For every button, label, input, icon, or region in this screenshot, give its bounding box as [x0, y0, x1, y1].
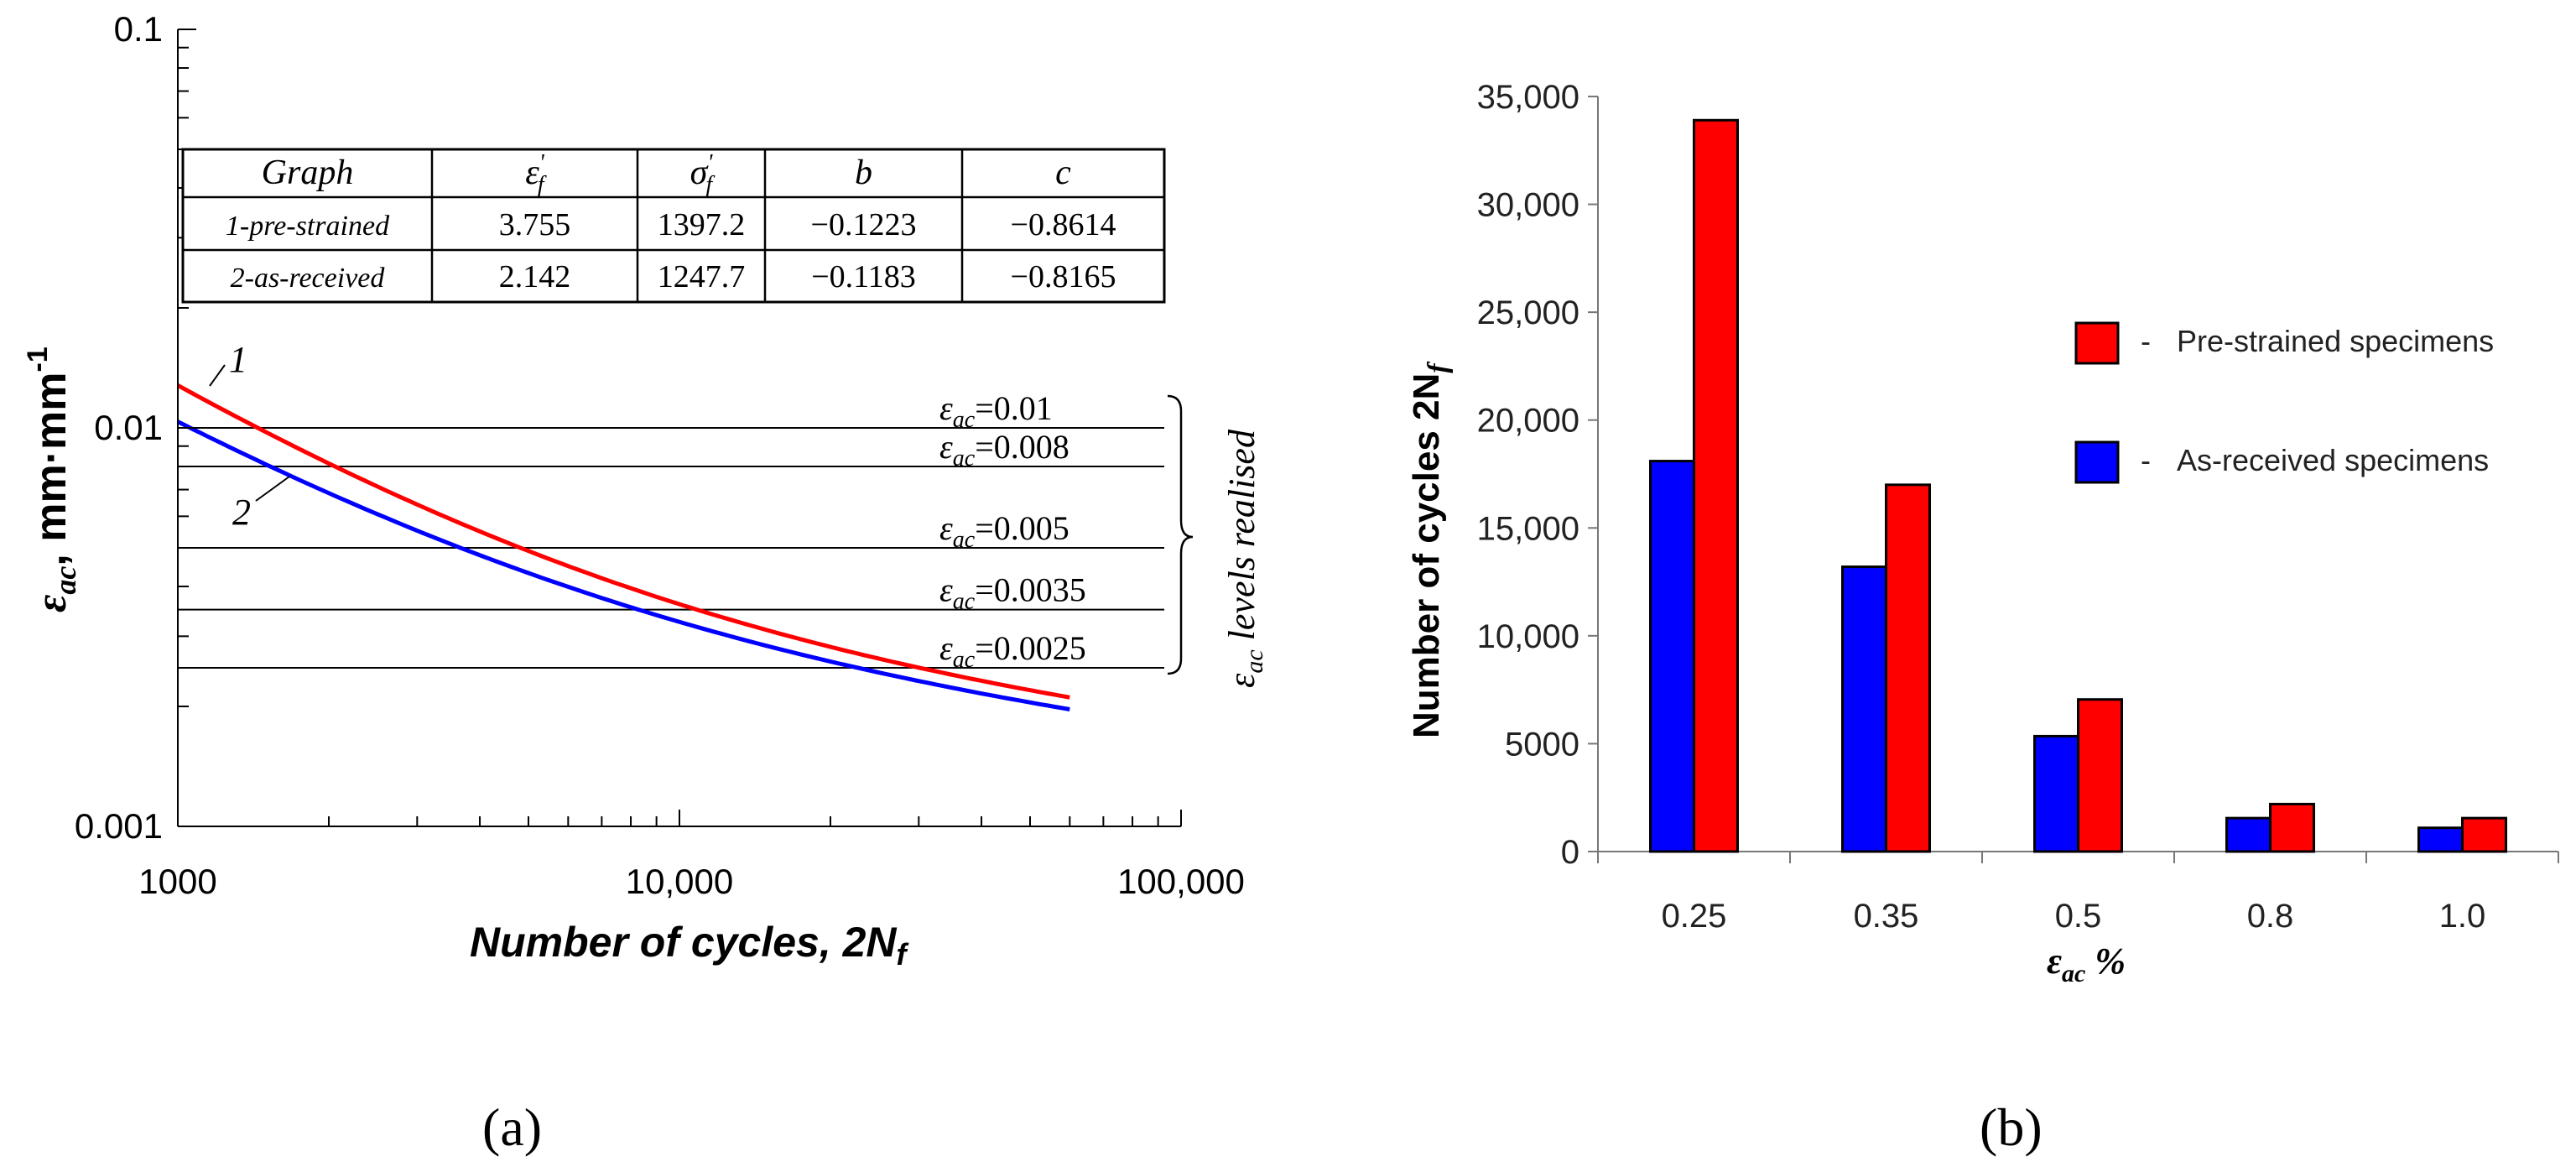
- panel-a-line-chart: 0.001 0.01 0.1 1000 10,000 100,000 Graph ε' f σ'…: [22, 9, 1268, 1157]
- panel-b-y-tick-label: 15,000: [1477, 510, 1579, 547]
- table-cell: 1-pre-strained: [226, 211, 390, 242]
- panel-b-y-axis-title: Number of cycles 2Nf: [1406, 361, 1454, 738]
- legend-label: As-received specimens: [2177, 443, 2489, 477]
- panel-a-label: (a): [482, 1097, 542, 1157]
- panel-a-y-tick-label: 0.1: [114, 9, 163, 49]
- panel-a-x-tick-label: 100,000: [1117, 862, 1245, 901]
- panel-a-x-axis-title: Number of cycles, 2Nf: [470, 919, 909, 972]
- panel-b-axes: 0 5000 10,000 15,000 20,000 25,000 30,000 35,00…: [1477, 79, 2559, 935]
- table-header-cell: Graph: [262, 154, 354, 192]
- strain-life-curves: [176, 383, 1070, 711]
- bar-pre-strained-0.8: [2269, 802, 2315, 853]
- table-cell: 2.142: [499, 259, 571, 294]
- panel-b-x-tick-label: 0.35: [1854, 898, 1919, 935]
- table-header-cell: c: [1055, 154, 1071, 192]
- legend-dash: -: [2141, 324, 2151, 358]
- legend-swatch: [2074, 440, 2120, 484]
- panel-b-bar-chart: 0 5000 10,000 15,000 20,000 25,000 30,000 35,00…: [1406, 79, 2559, 1157]
- panel-b-x-tick-label: 0.25: [1662, 898, 1727, 935]
- bar-as-received-0.25: [1649, 460, 1695, 853]
- curve-label-1: 1: [229, 339, 247, 380]
- curve-label-1-leader: [209, 364, 226, 387]
- panel-a-x-tick-label: 1000: [138, 862, 216, 901]
- panel-b-x-tick-label: 1.0: [2439, 898, 2486, 935]
- bar-as-received-0.8: [2225, 816, 2272, 853]
- table-header-cell: b: [855, 154, 872, 192]
- legend-label: Pre-strained specimens: [2177, 324, 2494, 358]
- table-cell: −0.1223: [811, 207, 917, 242]
- table-cell: −0.1183: [811, 259, 916, 294]
- strain-level-label: εac=0.0035: [939, 571, 1086, 615]
- panel-b-y-tick-label: 0: [1561, 834, 1579, 871]
- strain-life-curve-2: [176, 419, 1070, 711]
- panel-b-x-axis-title: εac %: [2047, 940, 2126, 987]
- bar-pre-strained-0.35: [1885, 483, 1931, 853]
- table-header-cell: σ' f: [690, 150, 716, 198]
- table-cell: −0.8165: [1011, 259, 1116, 294]
- panel-b-x-tick-label: 0.5: [2055, 898, 2102, 935]
- panel-b-y-tick-label: 35,000: [1477, 79, 1579, 116]
- bar-pre-strained-1.0: [2461, 816, 2507, 853]
- table-cell: 3.755: [499, 207, 571, 242]
- panel-b-y-tick-label: 30,000: [1477, 187, 1579, 224]
- legend-dash: -: [2141, 443, 2151, 477]
- table-frame: [181, 148, 1166, 304]
- panel-b-y-tick-label: 25,000: [1477, 294, 1579, 331]
- bar-as-received-0.5: [2033, 734, 2079, 853]
- curve-label-2: 2: [232, 492, 251, 533]
- strain-level-label: εac=0.008: [939, 428, 1069, 471]
- coefficients-table: Graph ε' f σ' f b c 1-pre-strained 3.755 1397.2 −0…: [181, 148, 1166, 304]
- bar-pre-strained-0.5: [2077, 698, 2123, 853]
- table-cell: 1397.2: [658, 207, 746, 242]
- panel-b-y-tick-label: 20,000: [1477, 403, 1579, 440]
- levels-caption: εac levels realised: [1221, 429, 1268, 688]
- panel-a-y-axis-title: εac, mm·mm-1: [22, 346, 82, 612]
- bar-as-received-1.0: [2417, 826, 2464, 853]
- legend-swatch: [2074, 321, 2120, 365]
- panel-b-bars: [1649, 118, 2507, 853]
- panel-b-y-tick-label: 5000: [1505, 726, 1579, 763]
- panel-b-y-tick-label: 10,000: [1477, 618, 1579, 655]
- strain-level-label: εac=0.01: [939, 389, 1053, 433]
- table-header-cell: ε' f: [525, 150, 547, 198]
- table-cell: 2-as-received: [231, 263, 386, 294]
- panel-a-x-tick-label: 10,000: [626, 862, 733, 901]
- table-cell: −0.8614: [1011, 207, 1116, 242]
- bar-pre-strained-0.25: [1693, 118, 1739, 853]
- panel-b-label: (b): [1980, 1097, 2043, 1157]
- levels-brace: [1167, 394, 1194, 675]
- strain-level-label: εac=0.005: [939, 509, 1069, 553]
- bar-as-received-0.35: [1841, 565, 1887, 853]
- panel-a-y-tick-label: 0.01: [94, 408, 163, 447]
- curve-label-2-leader: [255, 476, 290, 502]
- strain-life-curve-1: [176, 383, 1070, 700]
- panel-b-legend: - Pre-strained specimens- As-received spec…: [2074, 321, 2494, 484]
- strain-level-lines: [178, 427, 1164, 669]
- panel-b-x-tick-label: 0.8: [2247, 898, 2294, 935]
- table-cell: 1247.7: [658, 259, 746, 294]
- panel-a-y-tick-label: 0.001: [75, 806, 163, 846]
- strain-level-label: εac=0.0025: [939, 629, 1086, 673]
